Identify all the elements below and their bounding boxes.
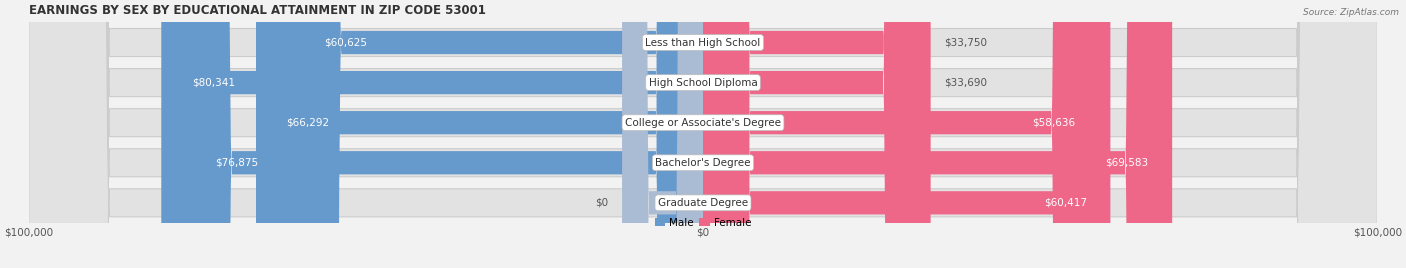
FancyBboxPatch shape	[162, 0, 703, 268]
FancyBboxPatch shape	[703, 0, 1098, 268]
FancyBboxPatch shape	[294, 0, 703, 268]
Text: $69,583: $69,583	[1105, 158, 1149, 168]
Text: Graduate Degree: Graduate Degree	[658, 198, 748, 208]
Text: $80,341: $80,341	[191, 78, 235, 88]
Text: $0: $0	[596, 198, 609, 208]
Legend: Male, Female: Male, Female	[655, 218, 751, 228]
FancyBboxPatch shape	[28, 0, 1378, 268]
Text: College or Associate's Degree: College or Associate's Degree	[626, 118, 780, 128]
FancyBboxPatch shape	[28, 0, 1378, 268]
FancyBboxPatch shape	[184, 0, 703, 268]
FancyBboxPatch shape	[703, 0, 931, 268]
FancyBboxPatch shape	[256, 0, 703, 268]
Text: Less than High School: Less than High School	[645, 38, 761, 47]
Text: Source: ZipAtlas.com: Source: ZipAtlas.com	[1303, 8, 1399, 17]
FancyBboxPatch shape	[703, 0, 931, 268]
Text: $58,636: $58,636	[1032, 118, 1074, 128]
Text: EARNINGS BY SEX BY EDUCATIONAL ATTAINMENT IN ZIP CODE 53001: EARNINGS BY SEX BY EDUCATIONAL ATTAINMEN…	[28, 4, 485, 17]
FancyBboxPatch shape	[28, 0, 1378, 268]
Text: $60,625: $60,625	[325, 38, 367, 47]
FancyBboxPatch shape	[28, 0, 1378, 268]
FancyBboxPatch shape	[621, 0, 703, 268]
Text: $66,292: $66,292	[287, 118, 329, 128]
FancyBboxPatch shape	[703, 0, 1173, 268]
Text: $33,690: $33,690	[943, 78, 987, 88]
Text: $33,750: $33,750	[943, 38, 987, 47]
FancyBboxPatch shape	[28, 0, 1378, 268]
Text: High School Diploma: High School Diploma	[648, 78, 758, 88]
FancyBboxPatch shape	[703, 0, 1111, 268]
Text: $76,875: $76,875	[215, 158, 259, 168]
Text: Bachelor's Degree: Bachelor's Degree	[655, 158, 751, 168]
Text: $60,417: $60,417	[1043, 198, 1087, 208]
